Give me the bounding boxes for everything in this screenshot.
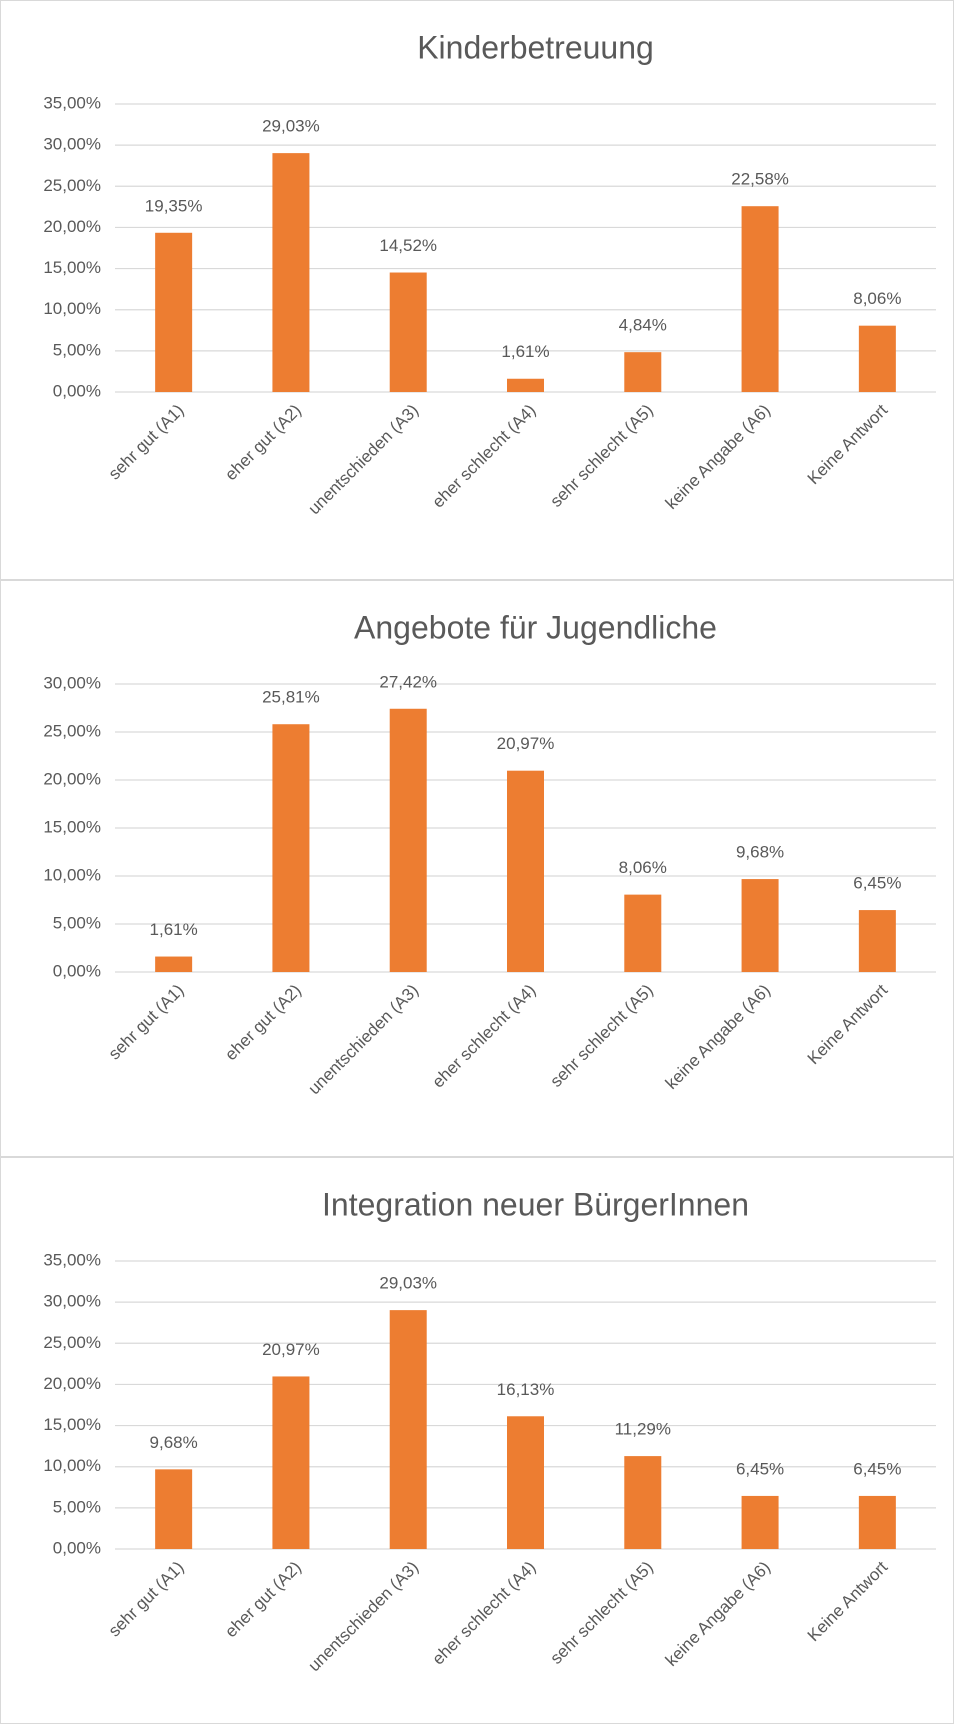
x-tick-label: sehr schlecht (A5) [546, 401, 656, 511]
y-tick-label: 35,00% [43, 93, 101, 112]
data-label: 19,35% [145, 196, 203, 215]
y-tick-label: 30,00% [43, 135, 101, 154]
y-tick-label: 30,00% [43, 1292, 101, 1311]
bar [741, 1495, 779, 1549]
x-tick-label: unentschieden (A3) [305, 981, 423, 1099]
bar [741, 879, 779, 972]
data-label: 20,97% [262, 1340, 320, 1359]
y-tick-label: 20,00% [43, 769, 101, 788]
bar [155, 232, 193, 392]
x-tick-label: eher gut (A2) [221, 401, 305, 485]
x-tick-label: Keine Antwort [804, 1557, 892, 1645]
chart-title: Integration neuer BürgerInnen [322, 1186, 749, 1222]
data-label: 6,45% [853, 874, 901, 893]
data-label: 22,58% [731, 170, 789, 189]
x-tick-label: keine Angabe (A6) [662, 401, 774, 513]
bar [507, 378, 544, 392]
y-tick-label: 5,00% [53, 1497, 101, 1516]
data-label: 27,42% [379, 672, 437, 691]
y-tick-label: 25,00% [43, 1333, 101, 1352]
data-label: 29,03% [262, 117, 320, 136]
data-label: 9,68% [150, 1433, 198, 1452]
y-tick-label: 25,00% [43, 176, 101, 195]
x-tick-label: sehr gut (A1) [105, 401, 188, 484]
bar [507, 770, 544, 972]
bar [272, 1376, 310, 1549]
data-label: 25,81% [262, 688, 320, 707]
chart-panel: Integration neuer BürgerInnen 0,00% 5,00% 1… [0, 1157, 954, 1724]
data-label: 4,84% [619, 316, 667, 335]
y-tick-label: 0,00% [53, 961, 101, 980]
x-tick-label: eher schlecht (A4) [429, 981, 540, 1092]
y-tick-label: 20,00% [43, 217, 101, 236]
data-label: 29,03% [379, 1274, 437, 1293]
data-label: 1,61% [150, 920, 198, 939]
data-label: 9,68% [736, 843, 784, 862]
y-tick-label: 0,00% [53, 1538, 101, 1557]
bar [389, 708, 427, 972]
panel-border [0, 0, 954, 580]
x-tick-label: sehr schlecht (A5) [546, 981, 656, 1091]
bar [155, 956, 193, 972]
y-tick-label: 25,00% [43, 721, 101, 740]
x-tick-label: sehr gut (A1) [105, 981, 188, 1064]
y-tick-label: 10,00% [43, 1456, 101, 1475]
y-tick-label: 15,00% [43, 1415, 101, 1434]
x-tick-label: Keine Antwort [804, 400, 892, 488]
y-tick-label: 30,00% [43, 673, 101, 692]
x-tick-label: keine Angabe (A6) [662, 981, 774, 1093]
y-tick-label: 5,00% [53, 913, 101, 932]
x-tick-label: keine Angabe (A6) [662, 1558, 774, 1670]
bar [858, 325, 896, 392]
x-tick-label: unentschieden (A3) [305, 1558, 423, 1676]
x-tick-label: sehr gut (A1) [105, 1558, 188, 1641]
data-label: 1,61% [501, 342, 549, 361]
data-label: 8,06% [853, 289, 901, 308]
chart-panel: Angebote für Jugendliche 0,00% 5,00% 10,00%… [0, 580, 954, 1157]
x-tick-label: sehr schlecht (A5) [546, 1558, 656, 1668]
y-tick-label: 35,00% [43, 1250, 101, 1269]
bar [272, 153, 310, 392]
bar [389, 272, 427, 392]
chart-panel: Kinderbetreuung 0,00% 5,00% 10,00% 15,00% 20,… [0, 0, 954, 580]
y-tick-label: 5,00% [53, 340, 101, 359]
y-tick-label: 0,00% [53, 381, 101, 400]
data-label: 14,52% [379, 236, 437, 255]
bar [624, 894, 662, 972]
y-tick-label: 15,00% [43, 817, 101, 836]
data-label: 20,97% [497, 734, 555, 753]
x-tick-label: eher schlecht (A4) [429, 1558, 540, 1669]
bar [741, 206, 779, 392]
panel-border [0, 580, 954, 1157]
bar [389, 1310, 427, 1549]
bar [507, 1416, 544, 1549]
bar [155, 1469, 193, 1549]
x-tick-label: unentschieden (A3) [305, 401, 423, 519]
y-tick-label: 10,00% [43, 299, 101, 318]
bar [272, 724, 310, 972]
bar [858, 910, 896, 972]
bar [624, 1456, 662, 1549]
y-tick-label: 10,00% [43, 865, 101, 884]
data-label: 6,45% [853, 1459, 901, 1478]
bar [624, 352, 662, 392]
y-tick-label: 15,00% [43, 258, 101, 277]
data-label: 11,29% [615, 1420, 671, 1439]
x-tick-label: eher gut (A2) [221, 981, 305, 1065]
data-label: 6,45% [736, 1459, 784, 1478]
data-label: 8,06% [619, 858, 667, 877]
bar [858, 1495, 896, 1549]
chart-title: Kinderbetreuung [417, 29, 654, 65]
y-tick-label: 20,00% [43, 1374, 101, 1393]
chart-title: Angebote für Jugendliche [354, 609, 717, 645]
x-tick-label: eher gut (A2) [221, 1558, 305, 1642]
data-label: 16,13% [497, 1380, 555, 1399]
x-tick-label: Keine Antwort [804, 980, 892, 1068]
x-tick-label: eher schlecht (A4) [429, 401, 540, 512]
